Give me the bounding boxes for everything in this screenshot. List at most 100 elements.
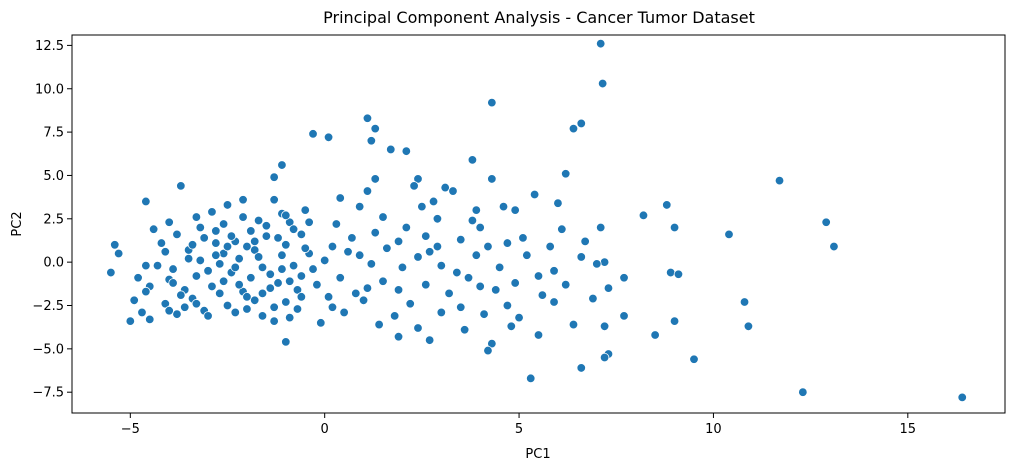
data-point — [378, 212, 388, 222]
data-point — [215, 259, 225, 269]
x-tick-label: 5 — [515, 422, 523, 437]
data-point — [397, 262, 408, 273]
data-point — [596, 38, 606, 49]
data-point — [494, 262, 505, 273]
data-point — [335, 273, 345, 283]
data-point — [269, 302, 279, 312]
data-point — [491, 285, 501, 295]
data-point — [211, 226, 221, 236]
data-point — [533, 271, 544, 281]
data-point — [234, 279, 244, 290]
data-point — [191, 212, 202, 222]
data-point — [323, 132, 334, 143]
data-point — [362, 186, 373, 196]
data-point — [378, 276, 388, 286]
data-point — [288, 224, 299, 234]
data-point — [475, 281, 485, 292]
data-point — [281, 240, 291, 250]
data-point — [265, 283, 275, 293]
data-point — [269, 316, 279, 326]
data-point — [222, 200, 233, 210]
data-point — [218, 219, 229, 229]
data-point — [382, 243, 392, 253]
data-point — [424, 335, 435, 345]
data-point — [110, 240, 120, 250]
data-point — [296, 271, 307, 281]
data-point — [242, 241, 252, 252]
data-point — [463, 273, 474, 283]
data-point — [327, 241, 338, 252]
data-point — [250, 295, 260, 305]
data-point — [296, 292, 307, 302]
data-point — [347, 233, 357, 243]
data-point — [246, 273, 256, 283]
data-point — [304, 217, 314, 227]
data-point — [557, 224, 567, 234]
data-point — [393, 285, 404, 295]
data-point — [467, 155, 478, 165]
data-point — [354, 201, 365, 212]
data-point — [370, 174, 380, 184]
data-point — [292, 304, 303, 314]
data-point — [242, 304, 252, 314]
data-point — [487, 174, 497, 184]
data-point — [401, 146, 412, 156]
data-point — [199, 233, 209, 243]
data-point — [164, 217, 174, 227]
data-point — [526, 373, 536, 384]
data-point — [576, 118, 586, 129]
y-tick-label: 2.5 — [43, 212, 64, 227]
data-point — [218, 276, 229, 286]
data-point — [739, 297, 750, 307]
data-point — [549, 266, 559, 276]
data-point — [413, 252, 423, 262]
data-point — [273, 233, 283, 243]
data-point — [456, 302, 466, 312]
data-point — [137, 307, 147, 318]
data-point — [413, 323, 423, 333]
data-point — [148, 224, 159, 234]
data-point — [370, 227, 380, 238]
data-point — [957, 392, 967, 403]
data-point — [669, 316, 680, 326]
data-point — [537, 290, 548, 300]
data-point — [510, 205, 520, 215]
data-point — [553, 198, 563, 208]
data-point — [331, 219, 342, 229]
data-point — [405, 299, 415, 309]
data-point — [288, 260, 299, 271]
data-point — [308, 129, 318, 139]
data-point — [428, 196, 439, 207]
data-point — [436, 260, 447, 271]
data-point — [187, 240, 198, 250]
data-point — [156, 238, 167, 248]
data-point — [669, 222, 680, 233]
data-point — [164, 305, 174, 316]
y-tick-label: 7.5 — [43, 126, 64, 141]
data-point — [257, 288, 268, 299]
data-point — [370, 123, 380, 134]
data-point — [366, 259, 377, 269]
data-point — [238, 212, 248, 222]
data-point — [498, 201, 509, 212]
data-point — [673, 269, 684, 279]
data-point — [269, 172, 279, 182]
data-point — [424, 247, 435, 257]
data-point — [471, 205, 482, 215]
data-point — [195, 255, 205, 266]
data-point — [452, 267, 462, 278]
data-point — [829, 241, 839, 252]
data-point — [323, 292, 334, 302]
data-point — [133, 273, 143, 283]
data-point — [141, 260, 151, 271]
data-point — [129, 295, 139, 305]
data-point — [568, 319, 579, 330]
data-point — [168, 264, 178, 274]
data-point — [366, 136, 377, 146]
y-tick-label: −2.5 — [32, 299, 64, 314]
data-point — [599, 352, 610, 363]
y-tick-label: 10.0 — [35, 82, 64, 97]
data-point — [160, 247, 171, 257]
